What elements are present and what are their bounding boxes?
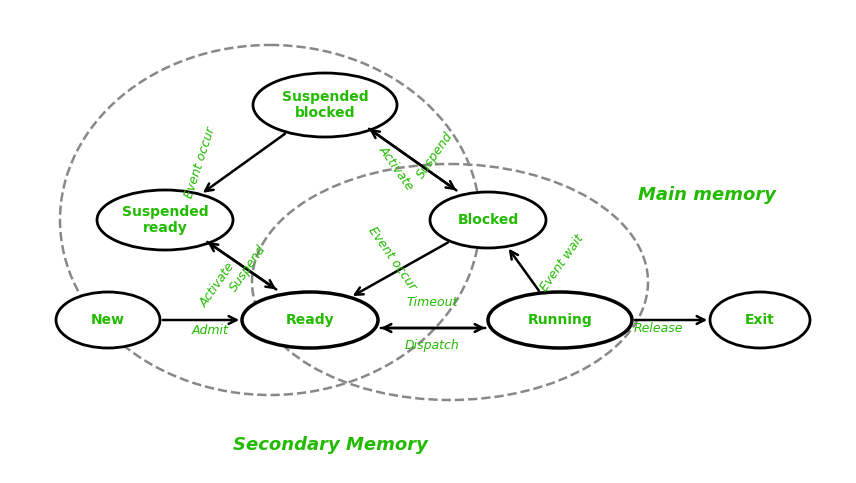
Text: Timeout: Timeout <box>407 297 458 310</box>
Text: Suspended
ready: Suspended ready <box>122 205 208 235</box>
Text: Admit: Admit <box>192 324 229 337</box>
Text: Event occur: Event occur <box>182 126 217 200</box>
Text: Release: Release <box>633 322 683 335</box>
Ellipse shape <box>253 73 397 137</box>
Text: Secondary Memory: Secondary Memory <box>233 436 427 454</box>
Text: Ready: Ready <box>286 313 335 327</box>
Text: Event occur: Event occur <box>366 224 419 292</box>
Text: Suspend: Suspend <box>414 129 455 181</box>
Text: Event wait: Event wait <box>538 232 586 294</box>
Text: Exit: Exit <box>745 313 775 327</box>
Ellipse shape <box>56 292 160 348</box>
Text: Suspended
blocked: Suspended blocked <box>282 90 368 120</box>
Text: Activate: Activate <box>198 260 238 310</box>
Text: New: New <box>91 313 125 327</box>
Text: Main memory: Main memory <box>638 186 776 204</box>
Ellipse shape <box>430 192 546 248</box>
Text: Dispatch: Dispatch <box>405 339 460 352</box>
Text: Blocked: Blocked <box>457 213 519 227</box>
Ellipse shape <box>242 292 378 348</box>
Ellipse shape <box>97 190 233 250</box>
Text: Activate: Activate <box>376 143 416 193</box>
Text: Suspend: Suspend <box>228 242 269 294</box>
Ellipse shape <box>710 292 810 348</box>
Text: Running: Running <box>527 313 592 327</box>
Ellipse shape <box>488 292 632 348</box>
